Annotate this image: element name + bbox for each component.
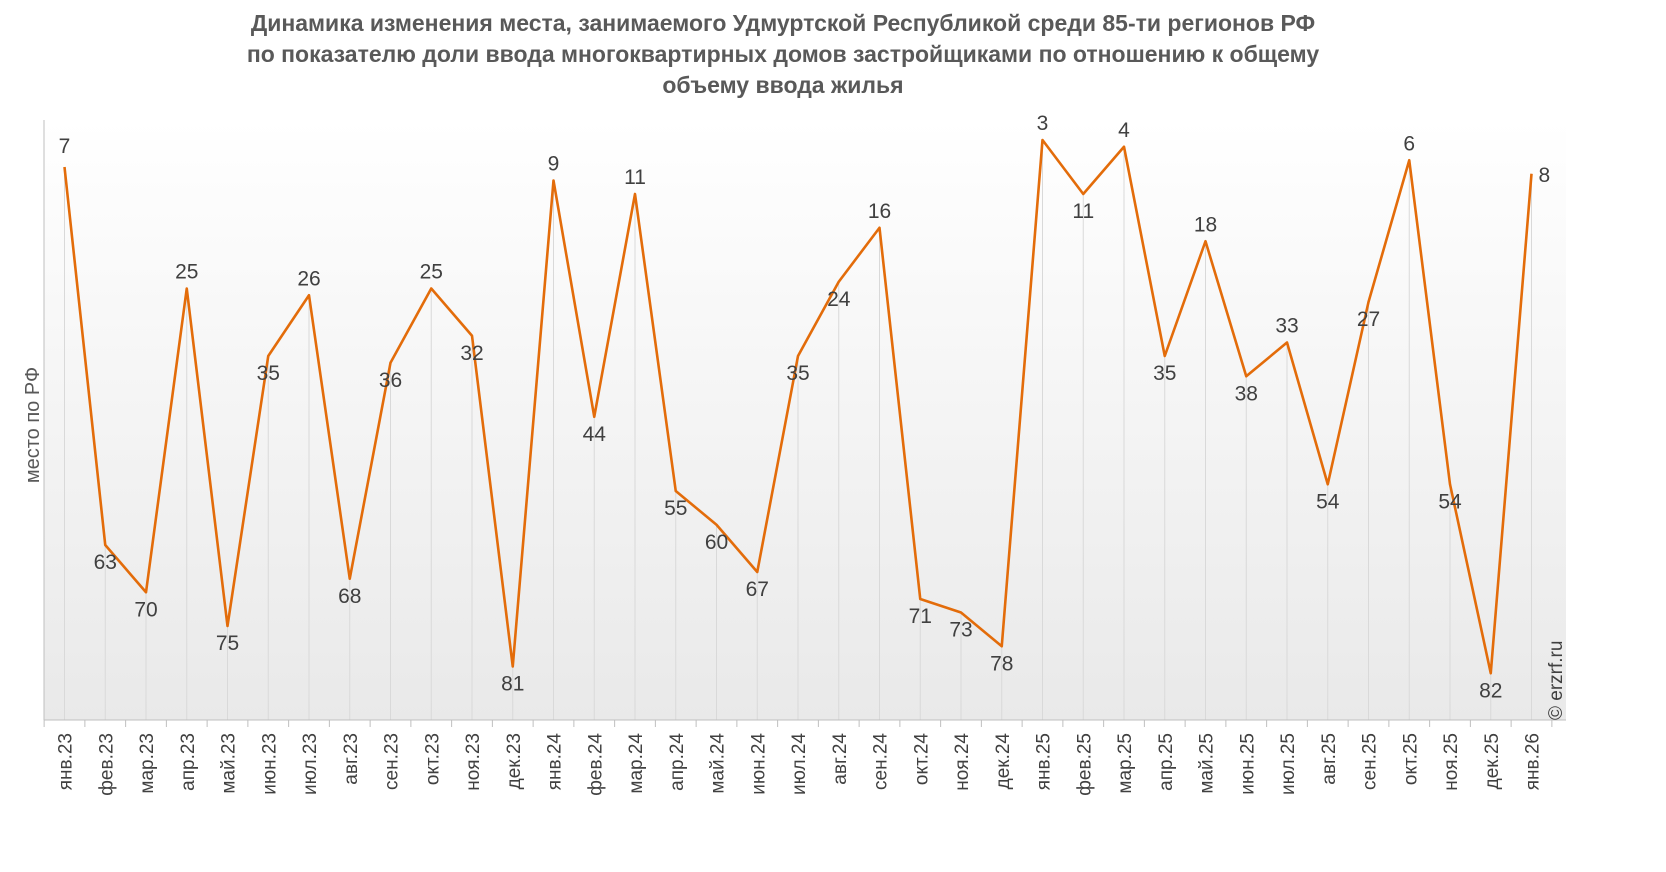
x-tick-label: авг.23	[341, 733, 362, 785]
data-label: 60	[705, 531, 728, 554]
chart-title-line-3: объему ввода жилья	[662, 72, 904, 98]
x-tick-label: июл.24	[789, 733, 810, 795]
chart-title-line-2: по показателю доли ввода многоквартирных…	[246, 41, 1320, 67]
x-tick-label: ноя.23	[463, 733, 484, 791]
data-label: 73	[949, 619, 972, 642]
x-tick-label: июл.25	[1278, 733, 1299, 795]
x-tick-label: мар.25	[1115, 733, 1136, 794]
x-tick-label: сен.23	[382, 733, 403, 790]
data-label: 55	[664, 497, 687, 520]
x-tick-label: июн.25	[1237, 733, 1258, 795]
data-label: 38	[1235, 382, 1258, 405]
data-label: 68	[338, 585, 361, 608]
data-label: 25	[420, 261, 443, 284]
x-tick-label: дек.25	[1482, 733, 1503, 789]
data-label: 35	[786, 362, 809, 385]
data-label: 33	[1275, 315, 1298, 338]
x-tick-label: май.23	[219, 733, 240, 794]
x-tick-label: апр.23	[178, 733, 199, 791]
data-label: 35	[1153, 362, 1176, 385]
data-label: 82	[1479, 679, 1502, 702]
x-tick-label: окт.25	[1400, 733, 1421, 785]
x-tick-label: дек.23	[504, 733, 525, 789]
data-label: 18	[1194, 213, 1217, 236]
data-label: 11	[624, 166, 646, 189]
data-label: 78	[990, 652, 1013, 675]
data-label: 54	[1316, 490, 1340, 513]
data-label: 71	[909, 605, 932, 628]
x-tick-label: авг.25	[1319, 733, 1340, 785]
x-tick-label: окт.24	[911, 733, 932, 786]
data-label: 75	[216, 632, 239, 655]
x-tick-label: янв.25	[1034, 733, 1055, 790]
data-label: 4	[1118, 119, 1130, 142]
data-label: 8	[1539, 164, 1551, 187]
data-label: 26	[297, 267, 320, 290]
y-axis-label: место по РФ	[22, 367, 44, 483]
data-label: 36	[379, 369, 402, 392]
x-axis-ticks	[43, 720, 1553, 727]
x-tick-label: мар.23	[137, 733, 158, 794]
x-axis-labels: янв.23 фев.23 мар.23 апр.23 май.23 июн.23 июл.…	[56, 733, 1544, 796]
x-tick-label: июн.24	[748, 733, 769, 795]
data-label: 16	[868, 200, 891, 223]
x-tick-label: ноя.24	[952, 733, 973, 791]
x-tick-label: дек.24	[993, 733, 1014, 790]
x-tick-label: июл.23	[300, 733, 321, 795]
x-tick-label: сен.25	[1360, 733, 1381, 790]
x-tick-label: окт.23	[422, 733, 443, 785]
copyright-label: © erzrf.ru	[1546, 641, 1567, 720]
x-tick-label: фев.24	[585, 733, 606, 796]
x-tick-label: фев.23	[96, 733, 117, 796]
chart-title-line-1: Динамика изменения места, занимаемого Уд…	[250, 10, 1316, 36]
x-tick-label: янв.23	[56, 733, 77, 790]
plot-area	[44, 120, 1566, 720]
data-label: 67	[746, 578, 769, 601]
x-tick-label: ноя.25	[1441, 733, 1462, 791]
x-tick-label: сен.24	[871, 733, 892, 790]
data-label: 27	[1357, 308, 1380, 331]
data-label: 54	[1438, 490, 1462, 513]
data-label: 44	[583, 423, 607, 446]
chart-title: Динамика изменения места, занимаемого Уд…	[0, 8, 1566, 101]
x-tick-label: июн.23	[259, 733, 280, 795]
x-tick-label: апр.25	[1156, 733, 1177, 791]
series-line	[63, 138, 1533, 675]
data-label: 70	[134, 598, 157, 621]
data-label: 9	[548, 153, 560, 176]
series-group: 7637025753526683625328194411556067352416…	[59, 112, 1551, 702]
data-label: 11	[1072, 200, 1094, 223]
data-label: 25	[175, 261, 198, 284]
data-label: 63	[94, 551, 117, 574]
x-tick-label: май.24	[708, 733, 729, 794]
x-tick-label: янв.24	[545, 733, 566, 791]
x-tick-label: фев.25	[1074, 733, 1095, 796]
data-label: 24	[827, 288, 851, 311]
x-tick-label: мар.24	[626, 733, 647, 794]
data-label: 7	[59, 135, 71, 158]
grid-lines	[64, 140, 1532, 720]
x-tick-label: май.25	[1197, 733, 1218, 794]
data-label: 35	[257, 362, 280, 385]
x-tick-label: апр.24	[667, 733, 688, 791]
x-tick-label: янв.26	[1523, 733, 1544, 790]
x-tick-label: авг.24	[830, 733, 851, 785]
data-label: 32	[460, 342, 483, 365]
data-label: 81	[501, 673, 524, 696]
data-label: 3	[1037, 112, 1049, 135]
data-label: 6	[1403, 132, 1415, 155]
